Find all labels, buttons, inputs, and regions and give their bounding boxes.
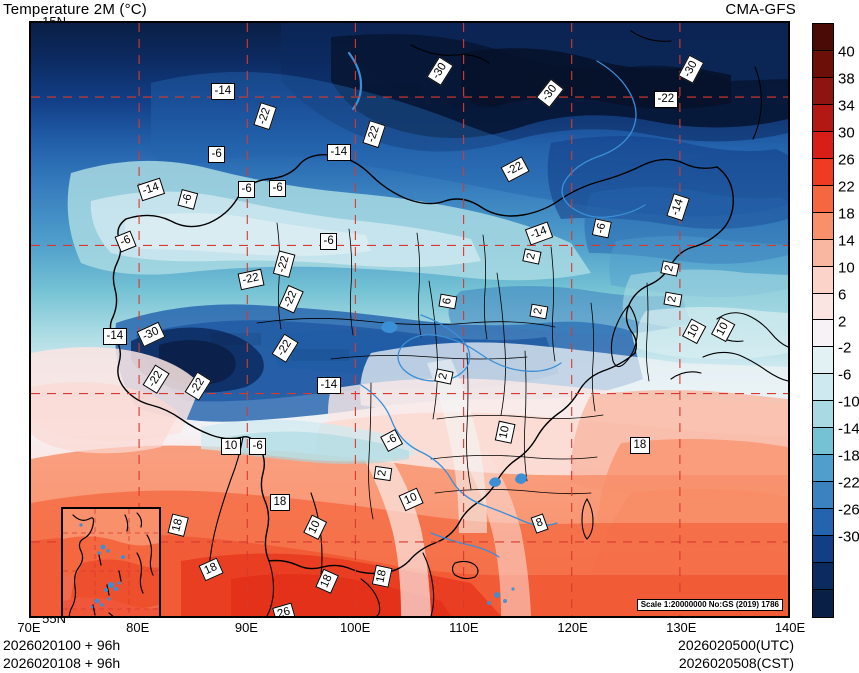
colorbar-tick--30: -30 [838, 528, 859, 546]
colorbar-tick-14: 14 [838, 232, 855, 250]
colorbar-tick-30: 30 [838, 124, 855, 142]
init-time-cst: 2026020108 + 96h [3, 655, 121, 671]
colorbar-tick-22: 22 [838, 178, 855, 196]
inset-svg [63, 509, 159, 616]
colorbar-tick-18: 18 [838, 205, 855, 223]
colorbar-band [813, 509, 833, 537]
colorbar-band [813, 77, 833, 105]
colorbar-band [813, 428, 833, 456]
field-svg [31, 23, 788, 616]
colorbar[interactable] [812, 23, 834, 618]
lon-tick-100E: 100E [339, 620, 371, 635]
lon-tick-130E: 130E [666, 620, 697, 635]
lon-tick-110E: 110E [449, 620, 479, 635]
colorbar-tick--6: -6 [838, 366, 852, 384]
colorbar-tick-2: 2 [838, 313, 847, 330]
contour-label: -6 [591, 218, 612, 239]
colorbar-tick-40: 40 [838, 43, 855, 61]
colorbar-tick--2: -2 [838, 339, 852, 357]
colorbar-band [813, 455, 833, 483]
colorbar-tick-26: 26 [838, 151, 855, 169]
contour-label: 2 [373, 465, 392, 482]
colorbar-band [813, 536, 833, 564]
init-time-utc: 2026020100 + 96h [3, 637, 121, 653]
lon-tick-70E: 70E [17, 620, 41, 635]
temperature-field [31, 23, 788, 616]
contour-label: 2 [529, 303, 548, 320]
contour-label: -14 [327, 144, 351, 161]
colorbar-band [813, 239, 833, 267]
contour-label: -22 [654, 91, 678, 108]
colorbar-tick--26: -26 [838, 501, 859, 519]
contour-label: 18 [270, 494, 290, 511]
model-label: CMA-GFS [725, 1, 796, 18]
valid-time-cst: 2026020508(CST) [678, 655, 794, 671]
colorbar-tick-6: 6 [838, 286, 847, 304]
colorbar-tick--10: -10 [838, 393, 859, 411]
map-canvas[interactable]: -30 -30 -30 -22 -14 -22 -22 -22 -14 -6 -14 -6 -6 -6 -1… [29, 21, 790, 618]
colorbar-band [813, 50, 833, 78]
contour-label: 18 [630, 437, 650, 454]
colorbar-band [813, 401, 833, 429]
contour-label: -6 [208, 146, 226, 163]
colorbar-band [813, 158, 833, 186]
contour-label: 2 [663, 291, 682, 308]
colorbar-tick-38: 38 [838, 70, 855, 88]
contour-label: -6 [269, 180, 287, 197]
colorbar-band [813, 104, 833, 132]
colorbar-band [813, 320, 833, 348]
contour-label: 6 [438, 293, 457, 310]
colorbar-tick--18: -18 [838, 447, 859, 465]
colorbar-band [813, 131, 833, 159]
colorbar-band [813, 374, 833, 402]
valid-time-utc: 2026020500(UTC) [678, 637, 794, 653]
colorbar-band [813, 212, 833, 240]
colorbar-band [813, 347, 833, 375]
lon-tick-90E: 90E [234, 620, 258, 635]
contour-label: -14 [211, 83, 235, 100]
geography-svg [109, 30, 788, 616]
contour-label: -6 [249, 438, 267, 455]
colorbar-band [813, 482, 833, 510]
contour-label: 10 [221, 438, 241, 455]
colorbar-tick-34: 34 [838, 97, 855, 115]
colorbar-tick--22: -22 [838, 474, 859, 492]
page-title: Temperature 2M (°C) [3, 1, 148, 18]
contour-label: -6 [238, 181, 256, 198]
colorbar-band [813, 293, 833, 321]
colorbar-labels: 40 38 34 30 26 22 18 14 10 6 2 -2 -6 -10 -14 -18 -22 -26 -… [838, 23, 859, 618]
colorbar-band [813, 563, 833, 591]
contour-label: -6 [320, 233, 338, 250]
contour-label: -14 [103, 328, 127, 345]
colorbar-band [813, 590, 833, 617]
lon-tick-120E: 120E [557, 620, 588, 635]
lon-tick-140E: 140E [774, 620, 806, 635]
contour-label: -14 [317, 377, 341, 394]
colorbar-band [813, 185, 833, 213]
colorbar-tick-10: 10 [838, 259, 855, 277]
colorbar-band [813, 24, 833, 51]
map-scale-label: Scale 1:20000000 No:GS (2019) 1786 [636, 599, 783, 611]
south-china-sea-inset[interactable]: Scale 1:40000000 [61, 507, 161, 616]
colorbar-band [813, 266, 833, 294]
lon-tick-80E: 80E [126, 620, 150, 635]
colorbar-tick--14: -14 [838, 420, 859, 438]
